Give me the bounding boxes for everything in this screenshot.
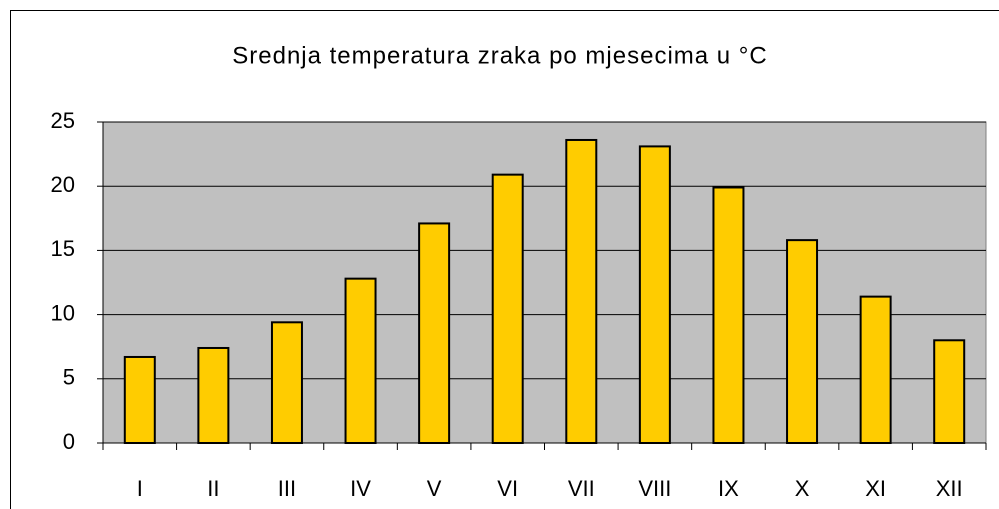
x-tick-label: X [795,476,810,501]
x-tick-label: III [278,476,296,501]
y-tick-label: 20 [51,172,75,197]
bar [638,145,671,444]
bar [418,222,451,444]
bar [933,339,966,444]
y-tick-label: 0 [63,429,75,454]
y-tick-label: 5 [63,365,75,390]
bar [859,295,892,444]
x-tick-label: I [137,476,143,501]
x-tick-label: XII [936,476,963,501]
y-tick-label: 25 [51,108,75,133]
bar [491,173,524,444]
bar [786,239,819,444]
y-tick-label: 15 [51,236,75,261]
y-tick-label: 10 [51,300,75,325]
plot-area [102,121,987,444]
bar [712,186,745,444]
bar [565,138,598,444]
x-tick-label: IV [350,476,371,501]
x-tick-label: VI [497,476,518,501]
x-tick-label: V [427,476,442,501]
chart-title: Srednja temperatura zraka po mjesecima u… [232,42,767,69]
x-tick-label: VIII [638,476,671,501]
x-tick-label: IX [718,476,739,501]
bar [123,355,156,444]
bar [197,346,230,445]
x-tick-label: VII [568,476,595,501]
bar [270,321,303,444]
bar [344,277,377,445]
x-tick-label: II [207,476,219,501]
x-tick-label: XI [865,476,886,501]
